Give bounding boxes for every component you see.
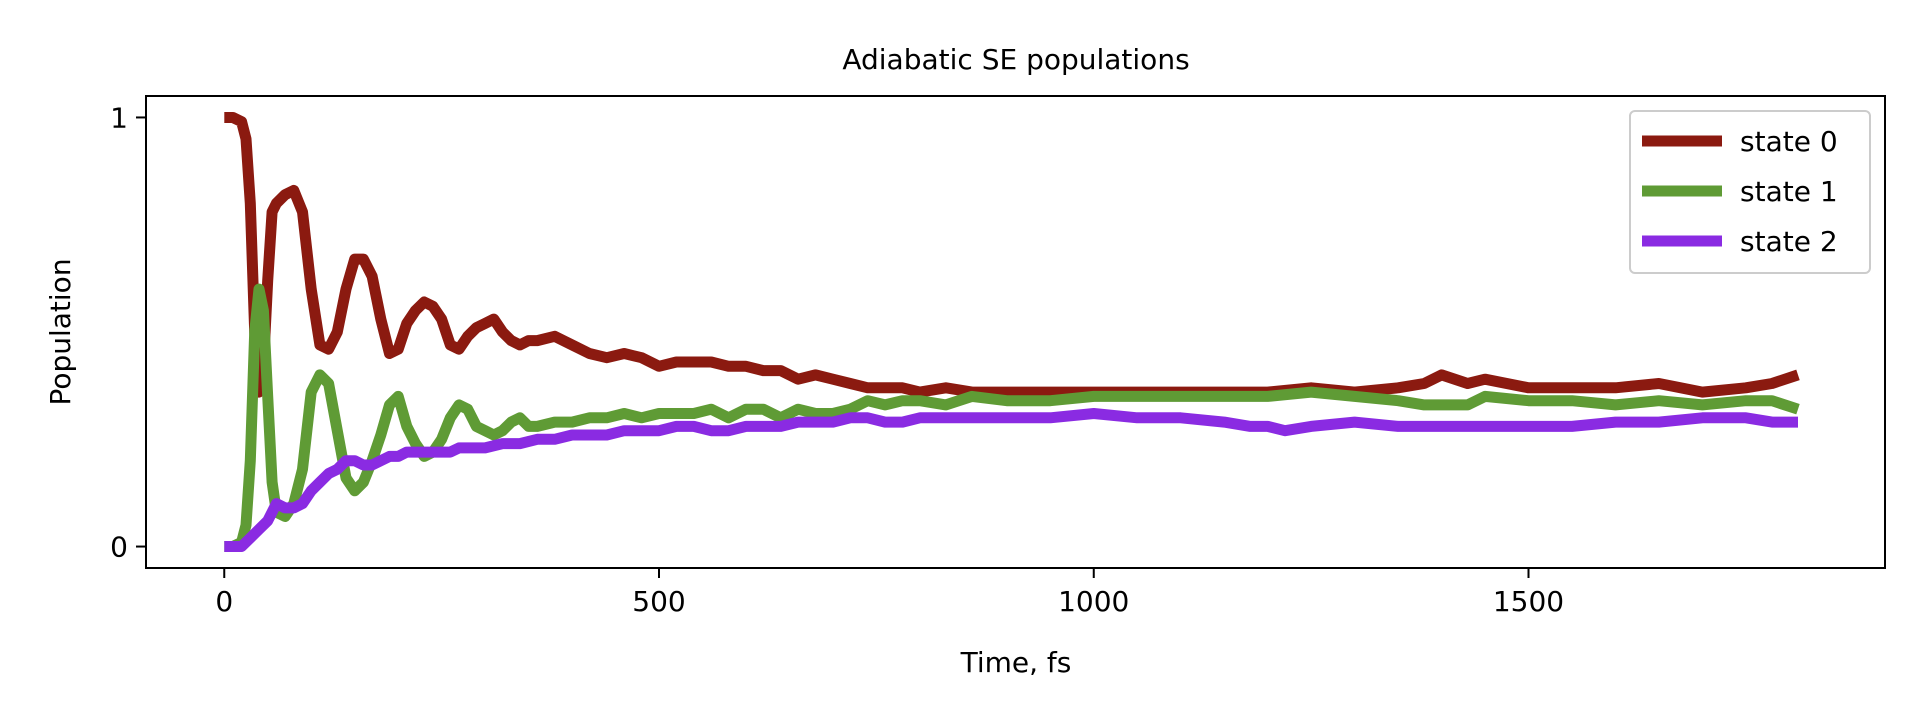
x-tick-label: 0 [215, 585, 233, 618]
x-tick-label: 500 [632, 585, 685, 618]
series-line-state-1 [224, 283, 1800, 552]
x-axis: 0 500 1000 1500 [215, 568, 1564, 618]
x-tick-label: 1500 [1493, 585, 1564, 618]
x-axis-label: Time, fs [960, 646, 1072, 679]
x-tick-label: 1000 [1058, 585, 1129, 618]
y-axis: 01 [110, 101, 146, 564]
series-line-state-2 [224, 408, 1798, 552]
legend: state 0 state 1 state 2 [1629, 110, 1871, 274]
plot-area [224, 112, 1800, 552]
plot-frame [145, 95, 1886, 569]
y-tick-label: 0 [110, 531, 128, 564]
chart-title: Adiabatic SE populations [842, 43, 1189, 76]
y-tick-label: 1 [110, 101, 128, 134]
y-axis-label: Population [44, 258, 77, 405]
legend-frame [1629, 110, 1871, 274]
legend-label-state-0: state 0 [1740, 125, 1838, 158]
legend-label-state-2: state 2 [1740, 225, 1838, 258]
legend-label-state-1: state 1 [1740, 175, 1838, 208]
